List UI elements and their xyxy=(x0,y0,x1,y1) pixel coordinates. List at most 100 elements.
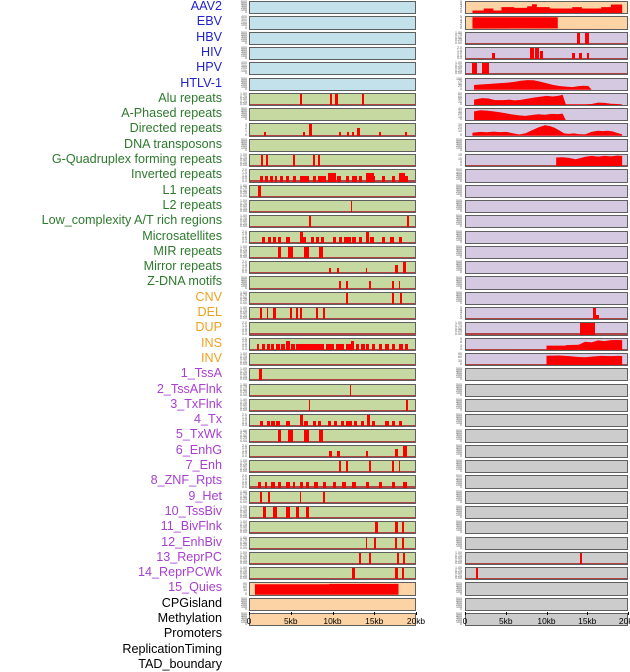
track-plot-area[interactable] xyxy=(465,169,628,183)
track-plot-area[interactable] xyxy=(249,460,416,474)
track-plot-area[interactable] xyxy=(465,230,628,244)
track-plot-area[interactable] xyxy=(465,138,628,152)
y-tick: 1.00 xyxy=(240,352,247,357)
track-plot-area[interactable] xyxy=(465,536,628,550)
track-plot-area[interactable] xyxy=(249,123,416,137)
track-plot-area[interactable] xyxy=(465,1,628,15)
track-plot-area[interactable] xyxy=(249,429,416,443)
track-plot-area[interactable] xyxy=(465,429,628,443)
track-plot-area[interactable] xyxy=(249,276,416,290)
track-plot-area[interactable] xyxy=(465,444,628,458)
track-plot-area[interactable] xyxy=(465,276,628,290)
signal-bar xyxy=(385,344,389,350)
track-plot-area[interactable] xyxy=(249,368,416,382)
track-plot-area[interactable] xyxy=(249,582,416,596)
track-plot-area[interactable] xyxy=(249,261,416,275)
y-tick: 0 xyxy=(460,270,462,275)
track-plot-area[interactable] xyxy=(465,337,628,351)
y-tick: 0.75 xyxy=(240,369,247,374)
y-tick: 400 xyxy=(456,537,462,542)
track-plot-area[interactable] xyxy=(249,245,416,260)
track-plot-area[interactable] xyxy=(249,154,416,168)
y-tick: 100 xyxy=(456,513,462,518)
track-plot-area[interactable] xyxy=(465,383,628,397)
track-plot-area[interactable] xyxy=(465,475,628,489)
track-plot-area[interactable] xyxy=(465,31,628,45)
track-plot-area[interactable] xyxy=(465,597,628,611)
track-plot-area[interactable] xyxy=(249,505,416,520)
signal-area xyxy=(466,4,627,14)
track-plot-area[interactable] xyxy=(249,475,416,489)
track-plot-area[interactable] xyxy=(249,536,416,550)
track-plot-area[interactable] xyxy=(465,291,628,305)
baseline xyxy=(250,409,415,412)
track-plot-area[interactable] xyxy=(249,230,416,244)
track-plot-area[interactable] xyxy=(249,215,416,229)
y-tick: 60 xyxy=(458,355,462,360)
track-plot-area[interactable] xyxy=(249,490,416,504)
track-plot-area[interactable] xyxy=(249,169,416,183)
track-plot-area[interactable] xyxy=(465,199,628,214)
track-plot-area[interactable] xyxy=(249,16,416,30)
track-plot-area[interactable] xyxy=(465,398,628,413)
y-tick-labels: 500 400 300 200 100 0 xyxy=(443,581,463,596)
track-plot-area[interactable] xyxy=(465,521,628,535)
track-plot-area[interactable] xyxy=(249,31,416,45)
track-plot-area[interactable] xyxy=(249,383,416,397)
track-row: 500 400 300 200 100 0 xyxy=(443,291,629,306)
track-plot-area[interactable] xyxy=(249,567,416,581)
y-tick: 300 xyxy=(456,187,462,192)
track-plot-area[interactable] xyxy=(249,398,416,413)
track-plot-area[interactable] xyxy=(249,337,416,351)
track-plot-area[interactable] xyxy=(249,62,416,76)
track-plot-area[interactable] xyxy=(465,92,628,107)
track-plot-area[interactable] xyxy=(465,108,628,122)
track-plot-area[interactable] xyxy=(249,307,416,321)
track-plot-area[interactable] xyxy=(249,551,416,566)
track-plot-area[interactable] xyxy=(465,245,628,260)
track-plot-area[interactable] xyxy=(465,261,628,275)
track-plot-area[interactable] xyxy=(465,154,628,168)
y-tick: 0 xyxy=(460,530,462,535)
track-row: 500 400 300 200 100 0 xyxy=(228,107,418,122)
y-tick: 100 xyxy=(456,283,462,288)
track-row: 500 400 300 200 100 0 xyxy=(443,184,629,199)
track-plot-area[interactable] xyxy=(465,352,628,367)
track-plot-area[interactable] xyxy=(249,77,416,91)
track-plot-area[interactable] xyxy=(465,551,628,566)
track-row: 2.0 1.5 1.0 0.5 0.0 xyxy=(228,321,418,336)
track-plot-area[interactable] xyxy=(249,1,416,15)
track-plot-area[interactable] xyxy=(465,215,628,229)
track-plot-area[interactable] xyxy=(249,92,416,107)
track-label-2-tssaflnk: 2_TssAFlnk xyxy=(156,381,222,396)
track-plot-area[interactable] xyxy=(465,460,628,474)
track-plot-area[interactable] xyxy=(249,597,416,611)
track-plot-area[interactable] xyxy=(249,414,416,428)
track-plot-area[interactable] xyxy=(249,199,416,214)
track-plot-area[interactable] xyxy=(465,368,628,382)
track-plot-area[interactable] xyxy=(465,307,628,321)
track-plot-area[interactable] xyxy=(249,352,416,367)
track-plot-area[interactable] xyxy=(465,123,628,137)
signal-bar xyxy=(378,344,382,350)
track-plot-area[interactable] xyxy=(249,184,416,198)
track-plot-area[interactable] xyxy=(465,16,628,30)
track-plot-area[interactable] xyxy=(465,62,628,76)
track-plot-area[interactable] xyxy=(465,46,628,61)
track-plot-area[interactable] xyxy=(249,291,416,305)
track-plot-area[interactable] xyxy=(465,184,628,198)
track-plot-area[interactable] xyxy=(465,505,628,520)
track-plot-area[interactable] xyxy=(465,582,628,596)
track-plot-area[interactable] xyxy=(249,138,416,152)
track-plot-area[interactable] xyxy=(249,46,416,61)
track-plot-area[interactable] xyxy=(465,490,628,504)
track-plot-area[interactable] xyxy=(249,108,416,122)
track-plot-area[interactable] xyxy=(249,444,416,458)
signal-bar xyxy=(292,175,297,182)
track-plot-area[interactable] xyxy=(465,77,628,91)
track-plot-area[interactable] xyxy=(465,414,628,428)
track-plot-area[interactable] xyxy=(249,322,416,336)
track-plot-area[interactable] xyxy=(465,322,628,336)
track-plot-area[interactable] xyxy=(465,567,628,581)
track-plot-area[interactable] xyxy=(249,521,416,535)
